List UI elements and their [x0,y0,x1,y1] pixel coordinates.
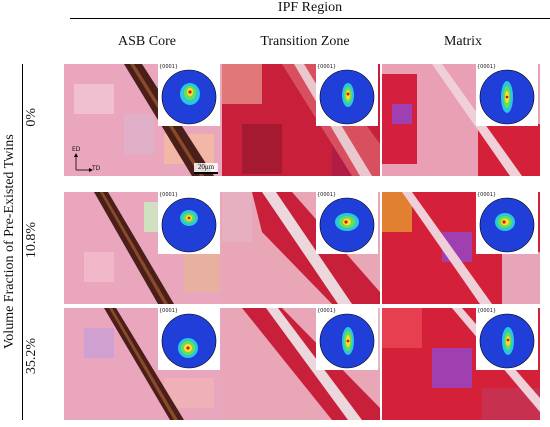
pole-figure-matrix-35-2: {0001} [476,308,538,370]
y-axis-rule [22,64,23,420]
row-label-10-8: 10.8% [24,222,39,259]
ebsd-map-transition-zone-10-8: {0001} [222,192,380,304]
ebsd-map-asb-core-35-2: {0001} [64,308,222,420]
row-label-35-2: 35.2% [24,338,39,375]
ed-label: ED [72,146,81,153]
pole-figure-label: {0001} [477,192,497,198]
ed-td-axes: ED TD [72,146,102,174]
ebsd-map-matrix-10-8: {0001} [382,192,540,304]
ebsd-map-transition-zone-0: {0001} [222,64,380,176]
title-rule [70,18,550,19]
pole-figure-asb-core-0: {0001} [158,64,220,126]
pole-figure-label: {0001} [159,64,179,70]
ebsd-map-asb-core-10-8: {0001} [64,192,222,304]
pole-figure-asb-core-35-2: {0001} [158,308,220,370]
pole-figure-label: {0001} [317,64,337,70]
figure-title: IPF Region [277,0,343,15]
pole-figure-transition-zone-35-2: {0001} [316,308,378,370]
pole-figure-label: {0001} [317,192,337,198]
ebsd-map-transition-zone-35-2: {0001} [222,308,380,420]
ebsd-map-matrix-35-2: {0001} [382,308,540,420]
pole-figure-label: {0001} [159,192,179,198]
column-label-asb-core: ASB Core [118,34,176,49]
pole-figure-transition-zone-10-8: {0001} [316,192,378,254]
pole-figure-matrix-10-8: {0001} [476,192,538,254]
scale-bar-label: 20μm [197,163,215,171]
column-label-transition-zone: Transition Zone [260,34,350,49]
column-label-matrix: Matrix [443,34,483,49]
td-label: TD [92,165,101,172]
ebsd-map-matrix-0: {0001} [382,64,540,176]
y-axis-title: Volume Fraction of Pre-Existed Twins [2,134,17,350]
scale-bar: 20μm [194,163,218,174]
pole-figure-label: {0001} [477,308,497,314]
row-label-0: 0% [24,108,39,127]
pole-figure-asb-core-10-8: {0001} [158,192,220,254]
pole-figure-label: {0001} [477,64,497,70]
pole-figure-matrix-0: {0001} [476,64,538,126]
pole-figure-label: {0001} [317,308,337,314]
pole-figure-label: {0001} [159,308,179,314]
pole-figure-transition-zone-0: {0001} [316,64,378,126]
ebsd-map-asb-core-0: {0001} ED TD 20μm [64,64,222,176]
